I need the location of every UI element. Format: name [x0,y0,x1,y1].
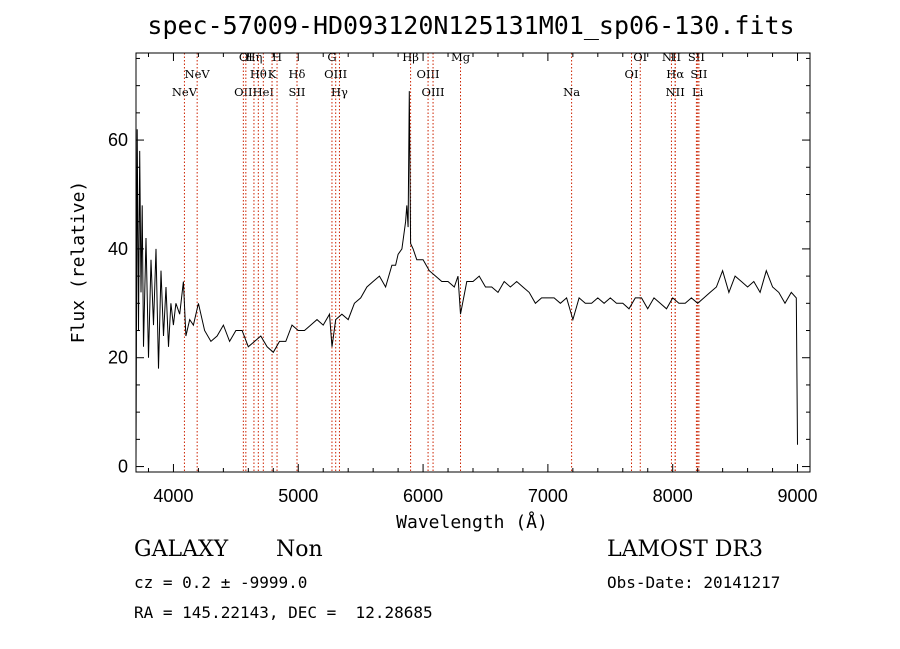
emission-line-label-27: Li [692,85,704,99]
emission-line-label-21: OI [633,50,647,64]
x-tick-label-6000: 6000 [403,486,443,506]
redshift-cz: cz = 0.2 ± -9999.0 [134,573,308,592]
emission-line-label-15: Hβ [402,50,419,64]
emission-line-label-12: G [327,50,336,64]
y-tick-label-60: 60 [108,130,128,150]
observation-date: Obs-Date: 20141217 [607,573,781,592]
emission-line-label-16: OIII [417,67,440,81]
y-tick-label-40: 40 [108,239,128,259]
emission-line-label-18: Mg [451,50,471,64]
ra-dec-coordinates: RA = 145.22143, DEC = 12.28685 [134,603,433,622]
emission-line-label-26: SII [690,67,707,81]
emission-line-label-11: SII [289,85,306,99]
emission-line-label-2: NeV [185,67,211,81]
x-axis-label: Wavelength (Å) [396,511,548,533]
emission-line-label-17: OIII [422,85,445,99]
emission-line-label-25: SII [688,50,705,64]
emission-line-label-9: H [272,50,282,64]
emission-line-label-7: HeI [253,85,274,99]
object-subclass: Non [276,537,323,562]
x-tick-label-9000: 9000 [777,486,817,506]
emission-line-label-3: OII [234,85,253,99]
x-tick-label-4000: 4000 [153,486,193,506]
spectrum-line [135,91,798,462]
axis-ticks: 4000 5000 6000 7000 8000 9000 0 20 40 60 [108,53,818,506]
emission-line-label-22: NII [662,50,681,64]
emission-line-label-14: Hγ [331,85,348,99]
emission-line-label-8: K [268,67,277,81]
y-tick-label-20: 20 [108,348,128,368]
emission-line-markers: NeVNeVOIIOIHηHθHeIKHHδSIIGOIIIHγHβOIIIOI… [172,50,707,472]
plot-frame [135,52,811,473]
y-tick-label-0: 0 [118,457,128,477]
object-class: GALAXY [134,537,229,562]
emission-line-label-24: NII [666,85,685,99]
emission-line-label-6: Hθ [250,67,267,81]
emission-line-label-1: NeV [172,85,198,99]
emission-line-label-13: OIII [324,67,347,81]
x-tick-label-8000: 8000 [653,486,693,506]
emission-line-label-19: Na [563,85,580,99]
emission-line-label-20: OI [625,67,639,81]
survey-name: LAMOST DR3 [607,537,763,562]
y-axis-label: Flux (relative) [68,181,89,344]
chart-title: spec-57009-HD093120N125131M01_sp06-130.f… [147,11,794,40]
x-tick-label-7000: 7000 [528,486,568,506]
spectrum-series [135,91,798,462]
x-tick-label-5000: 5000 [278,486,318,506]
